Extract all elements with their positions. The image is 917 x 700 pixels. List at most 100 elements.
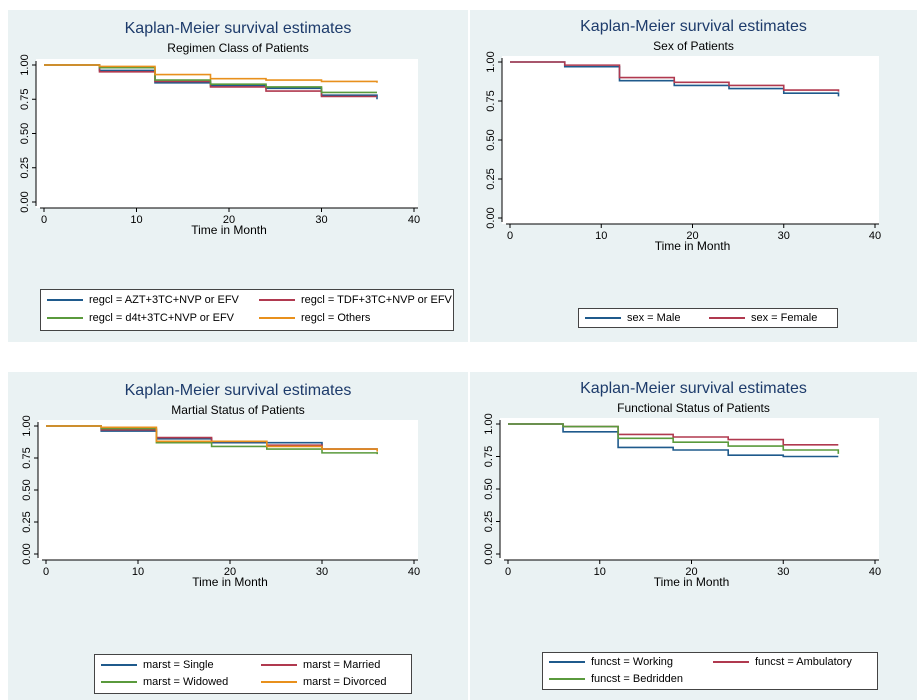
y-tick-label: 0.50 <box>19 123 31 144</box>
legend-label: sex = Female <box>751 312 818 324</box>
legend-label: funcst = Ambulatory <box>755 656 852 668</box>
y-tick-label: 0.50 <box>483 478 495 499</box>
y-tick-label: 0.75 <box>483 446 495 467</box>
legend-item: marst = Single <box>101 659 214 671</box>
y-tick-label: 0.00 <box>19 191 31 212</box>
legend-swatch <box>259 299 295 301</box>
legend-swatch <box>101 664 137 666</box>
x-tick-label: 40 <box>408 566 420 578</box>
legend-label: funcst = Bedridden <box>591 673 684 685</box>
legend-item: marst = Married <box>261 659 380 671</box>
series-line <box>46 425 378 455</box>
chart-legend-regimen: regcl = AZT+3TC+NVP or EFV regcl = TDF+3… <box>40 289 454 331</box>
y-tick-label: 1.00 <box>485 51 497 72</box>
x-tick-label: 10 <box>132 566 144 578</box>
legend-swatch <box>261 681 297 683</box>
chart-subtitle: Regimen Class of Patients <box>167 41 309 55</box>
y-tick-label: 0.50 <box>21 479 33 500</box>
plot-area <box>500 418 879 560</box>
legend-item: regcl = AZT+3TC+NVP or EFV <box>47 294 239 306</box>
y-tick-label: 0.75 <box>485 90 497 111</box>
series-line <box>508 423 840 454</box>
y-tick-label: 0.25 <box>485 168 497 189</box>
chart-title: Kaplan-Meier survival estimates <box>580 18 807 35</box>
legend-label: marst = Married <box>303 659 381 671</box>
x-tick-label: 0 <box>41 214 47 226</box>
legend-swatch <box>709 317 745 319</box>
chart-panel-functional: Kaplan-Meier survival estimates Function… <box>470 372 917 700</box>
y-tick-label: 0.50 <box>485 129 497 150</box>
chart-legend-marital: marst = Single marst = Married marst = W… <box>94 654 412 694</box>
x-tick-label: 30 <box>777 566 789 578</box>
legend-label: regcl = AZT+3TC+NVP or EFV <box>89 294 239 306</box>
y-tick-label: 0.25 <box>483 511 495 532</box>
legend-swatch <box>259 317 295 319</box>
y-tick-label: 1.00 <box>21 415 33 436</box>
legend-label: regcl = Others <box>301 312 371 324</box>
series-line <box>44 64 378 83</box>
legend-item: marst = Widowed <box>101 676 228 688</box>
chart-panel-sex: Kaplan-Meier survival estimates Sex of P… <box>470 10 917 342</box>
legend-swatch <box>585 317 621 319</box>
y-tick-label: 0.00 <box>485 207 497 228</box>
x-tick-label: 30 <box>315 214 327 226</box>
x-tick-label: 10 <box>130 214 142 226</box>
y-tick-label: 1.00 <box>483 413 495 434</box>
legend-label: funcst = Working <box>591 656 674 668</box>
legend-label: marst = Widowed <box>143 676 229 688</box>
x-tick-label: 0 <box>43 566 49 578</box>
plot-area <box>502 56 879 224</box>
y-tick-label: 0.25 <box>19 157 31 178</box>
x-tick-label: 10 <box>594 566 606 578</box>
x-tick-label: 30 <box>778 230 790 242</box>
legend-item: funcst = Ambulatory <box>713 656 852 668</box>
chart-legend-functional: funcst = Working funcst = Ambulatory fun… <box>542 652 878 690</box>
legend-swatch <box>47 317 83 319</box>
x-tick-label: 40 <box>869 566 881 578</box>
legend-label: sex = Male <box>627 312 681 324</box>
series-line <box>46 425 378 452</box>
legend-swatch <box>101 681 137 683</box>
chart-plot-functional: 0.00 0.25 0.50 0.75 1.00 0 10 20 30 40 Time in Mon… <box>483 413 881 589</box>
x-tick-label: 20 <box>685 566 697 578</box>
chart-plot-regimen: 0.00 0.25 0.50 0.75 1.00 0 10 20 30 40 Time in Mon… <box>19 54 420 237</box>
x-axis-label: Time in Month <box>655 239 731 253</box>
chart-plot-sex: 0.00 0.25 0.50 0.75 1.00 0 10 20 30 40 Time in Mon… <box>485 51 881 253</box>
y-tick-label: 0.75 <box>21 447 33 468</box>
legend-swatch <box>713 661 749 663</box>
chart-subtitle: Sex of Patients <box>653 39 734 53</box>
chart-plot-marital: 0.00 0.25 0.50 0.75 1.00 0 10 20 30 40 Time in Mon… <box>21 415 420 589</box>
y-tick-label: 0.75 <box>19 89 31 110</box>
x-axis-label: Time in Month <box>191 223 267 237</box>
legend-item: sex = Male <box>585 312 681 324</box>
legend-label: marst = Divorced <box>303 676 387 688</box>
x-tick-label: 20 <box>686 230 698 242</box>
legend-item: marst = Divorced <box>261 676 386 688</box>
y-tick-label: 1.00 <box>19 54 31 75</box>
x-tick-label: 30 <box>316 566 328 578</box>
legend-label: marst = Single <box>143 659 214 671</box>
legend-swatch <box>261 664 297 666</box>
legend-item: regcl = Others <box>259 312 370 324</box>
legend-swatch <box>47 299 83 301</box>
chart-subtitle: Martial Status of Patients <box>171 403 305 417</box>
x-tick-label: 10 <box>595 230 607 242</box>
chart-panel-marital: Kaplan-Meier survival estimates Martial … <box>8 372 468 700</box>
chart-panel-regimen: Kaplan-Meier survival estimates Regimen … <box>8 10 468 342</box>
x-tick-label: 0 <box>505 566 511 578</box>
x-tick-label: 0 <box>507 230 513 242</box>
chart-legend-sex: sex = Male sex = Female <box>578 308 838 328</box>
legend-item: funcst = Working <box>549 656 673 668</box>
y-tick-label: 0.00 <box>483 543 495 564</box>
chart-subtitle: Functional Status of Patients <box>617 401 770 415</box>
series-line <box>510 61 840 97</box>
chart-title: Kaplan-Meier survival estimates <box>124 20 352 37</box>
series-line <box>510 61 840 92</box>
x-tick-label: 40 <box>869 230 881 242</box>
y-tick-label: 0.00 <box>21 543 33 564</box>
legend-item: regcl = d4t+3TC+NVP or EFV <box>47 312 234 324</box>
legend-item: regcl = TDF+3TC+NVP or EFV <box>259 294 452 306</box>
x-axis-label: Time in Month <box>654 575 730 589</box>
legend-swatch <box>549 678 585 680</box>
chart-title: Kaplan-Meier survival estimates <box>580 380 807 397</box>
